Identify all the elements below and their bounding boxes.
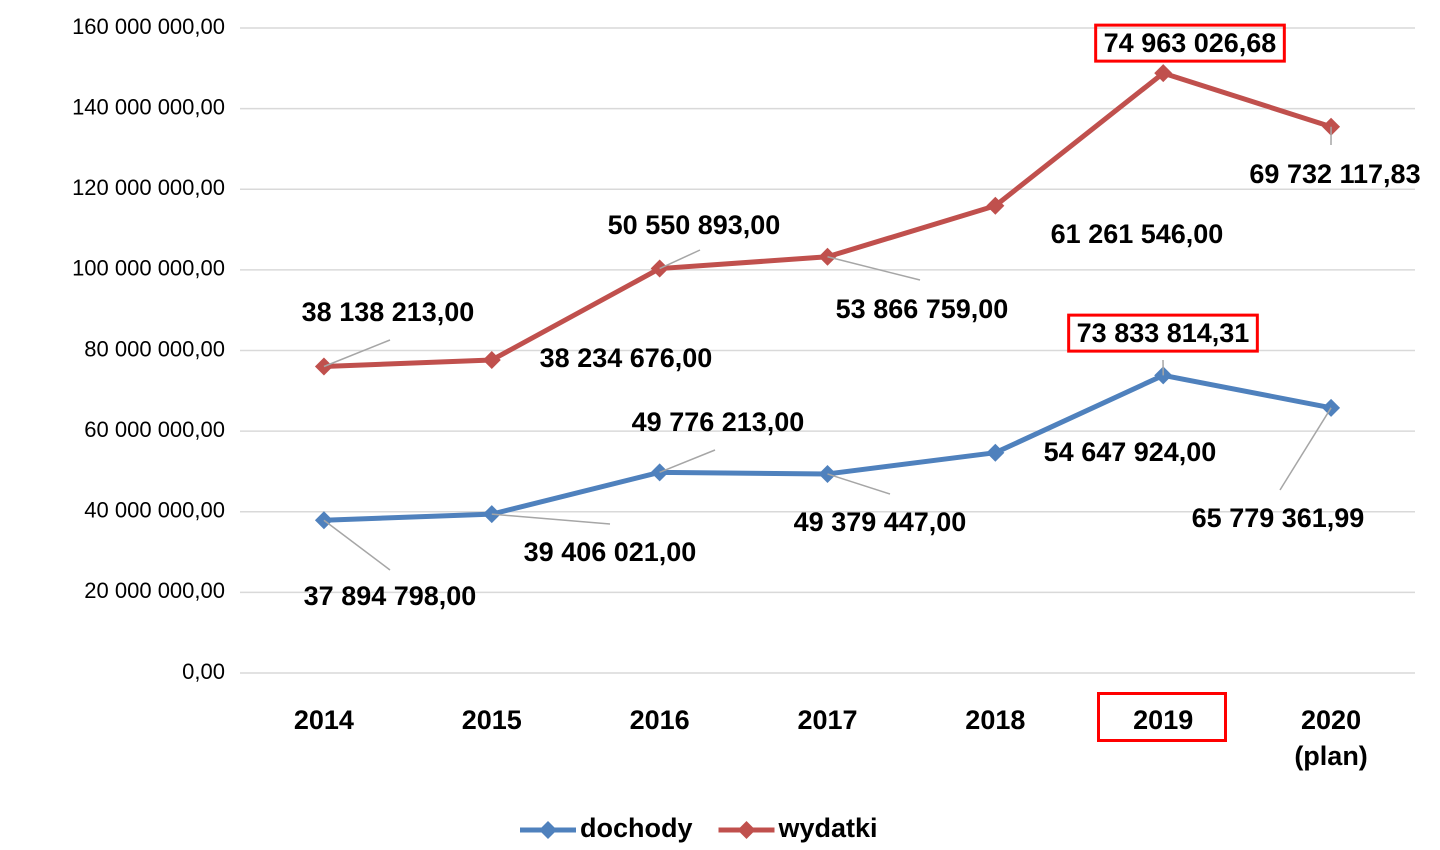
- legend-marker: [737, 821, 756, 839]
- data-label: 37 894 798,00: [304, 581, 477, 611]
- leader-line: [827, 256, 921, 281]
- x-tick-label: 2015: [461, 705, 522, 735]
- data-label: 65 779 361,99: [1192, 503, 1365, 533]
- y-tick-label: 20 000 000,00: [84, 578, 225, 603]
- data-label: 69 732 117,83: [1249, 159, 1420, 189]
- x-tick-label: 2018: [965, 705, 1026, 735]
- x-tick-label: 2016: [629, 705, 690, 735]
- leader-line: [659, 449, 716, 474]
- data-label: 73 833 814,31: [1077, 318, 1250, 348]
- leader-line: [323, 339, 391, 368]
- highlight-box: [1067, 313, 1259, 353]
- data-label: 49 776 213,00: [632, 407, 805, 437]
- data-label: 61 261 546,00: [1051, 219, 1224, 249]
- data-label: 38 138 213,00: [302, 297, 475, 327]
- leader-line: [1279, 407, 1332, 491]
- leader-line: [827, 473, 891, 495]
- point-marker: [986, 443, 1005, 462]
- data-label: 53 866 759,00: [836, 294, 1009, 324]
- legend-label: dochody: [580, 813, 693, 843]
- highlight-box: [1094, 23, 1286, 63]
- x-tick-label: 2014: [293, 705, 354, 735]
- leader-line: [659, 249, 701, 270]
- y-tick-label: 60 000 000,00: [84, 417, 225, 442]
- y-tick-label: 140 000 000,00: [72, 94, 225, 119]
- x-tick-label: 2020 (plan): [1294, 705, 1368, 771]
- x-tick-label: 2017: [797, 705, 858, 735]
- leader-line: [323, 519, 391, 571]
- y-tick-label: 40 000 000,00: [84, 498, 225, 523]
- y-tick-label: 0,00: [182, 659, 225, 684]
- data-label: 49 379 447,00: [794, 507, 967, 537]
- data-label: 38 234 676,00: [540, 343, 713, 373]
- point-marker: [482, 351, 501, 370]
- highlight-box: [1097, 692, 1228, 742]
- legend-label: wydatki: [778, 813, 878, 843]
- y-tick-label: 120 000 000,00: [72, 175, 225, 200]
- leader-line: [491, 513, 611, 525]
- point-marker: [986, 196, 1005, 215]
- data-label: 74 963 026,68: [1104, 28, 1277, 58]
- point-marker: [1154, 64, 1173, 83]
- y-tick-label: 160 000 000,00: [72, 14, 225, 39]
- legend-marker: [539, 821, 557, 839]
- x-tick-label: 2019: [1133, 705, 1194, 735]
- y-tick-label: 80 000 000,00: [84, 336, 225, 361]
- data-label: 39 406 021,00: [524, 537, 697, 567]
- data-label: 54 647 924,00: [1044, 437, 1217, 467]
- data-label: 50 550 893,00: [608, 210, 781, 240]
- y-tick-label: 100 000 000,00: [72, 256, 225, 281]
